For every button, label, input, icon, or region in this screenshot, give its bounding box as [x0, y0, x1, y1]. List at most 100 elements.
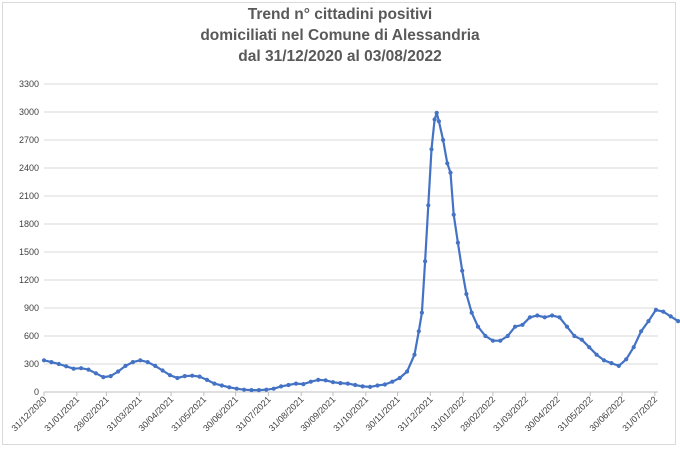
data-point: [616, 363, 621, 368]
data-point: [56, 361, 61, 367]
data-point: [160, 368, 165, 373]
data-point: [676, 319, 680, 324]
data-point: [609, 361, 614, 366]
data-point: [434, 110, 439, 115]
data-point: [594, 352, 599, 357]
y-tick-label: 600: [24, 331, 39, 341]
x-tick-label: 31/07/2022: [620, 394, 659, 433]
data-point: [513, 324, 518, 329]
data-point: [397, 375, 402, 381]
chart-title-line-2: domiciliati nel Comune di Alessandria: [200, 27, 480, 44]
data-point: [475, 324, 481, 329]
data-point: [123, 363, 128, 368]
data-point: [212, 381, 217, 386]
y-tick-label: 1500: [19, 247, 39, 257]
data-point: [138, 358, 143, 363]
data-point: [167, 373, 173, 378]
data-point: [271, 386, 276, 391]
data-point: [490, 338, 495, 343]
data-point: [242, 387, 247, 392]
y-tick-label: 2100: [19, 191, 39, 201]
data-point: [182, 374, 187, 379]
data-point: [316, 377, 321, 382]
data-point: [587, 345, 592, 350]
data-point: [93, 371, 98, 376]
data-point: [64, 364, 69, 369]
y-tick-label: 900: [24, 303, 39, 313]
data-point: [153, 363, 158, 368]
data-point: [175, 375, 180, 381]
data-point: [390, 379, 395, 384]
data-point: [469, 310, 474, 315]
data-point: [360, 384, 365, 389]
data-point: [520, 322, 525, 327]
data-point: [455, 240, 460, 245]
y-tick-label: 3000: [19, 107, 39, 117]
x-tick-labels: 31/12/202031/01/202128/02/202131/03/2021…: [9, 394, 659, 433]
data-point: [601, 358, 607, 363]
data-point: [101, 375, 106, 380]
data-point: [256, 388, 261, 393]
data-point: [108, 374, 113, 379]
data-point: [368, 384, 373, 389]
data-point: [426, 203, 431, 208]
data-point: [505, 333, 510, 339]
data-point: [451, 212, 456, 217]
series-layer: [41, 110, 680, 393]
data-point: [631, 345, 636, 350]
data-point: [204, 377, 210, 382]
data-point: [234, 386, 239, 391]
data-point: [445, 161, 450, 166]
data-point: [564, 324, 570, 329]
data-point: [464, 291, 469, 297]
data-point: [572, 333, 577, 339]
data-point: [405, 369, 410, 374]
data-point: [668, 314, 673, 319]
y-tick-label: 2700: [19, 135, 39, 145]
data-point: [345, 381, 350, 386]
data-point: [646, 319, 651, 324]
data-point: [483, 333, 488, 339]
data-point: [279, 384, 284, 389]
data-point: [79, 366, 84, 371]
data-point: [412, 352, 417, 357]
data-point: [550, 313, 555, 318]
y-tick-label: 1800: [19, 219, 39, 229]
data-point: [86, 367, 91, 372]
chart-title-line-1: Trend n° cittadini positivi: [247, 6, 433, 23]
data-point: [624, 357, 629, 362]
axes: [43, 391, 658, 396]
data-point: [535, 313, 540, 318]
data-point: [432, 117, 437, 122]
y-tick-label: 3300: [19, 79, 39, 89]
y-tick-label: 1200: [19, 275, 39, 285]
data-point: [249, 388, 254, 393]
y-tick-labels: 0 300 600 900 1200 1500 1800 2100 2400 2700 3000 33…: [19, 79, 39, 397]
data-point: [382, 382, 387, 387]
data-point: [448, 170, 453, 175]
data-point: [661, 309, 666, 314]
data-point: [416, 329, 421, 334]
data-point: [219, 383, 224, 388]
data-point: [190, 373, 195, 378]
data-point: [436, 119, 441, 124]
data-point: [639, 329, 644, 334]
data-point: [653, 307, 659, 312]
data-point: [293, 381, 299, 386]
data-point: [419, 310, 424, 315]
data-point: [130, 360, 135, 365]
y-tick-label: 300: [24, 359, 39, 369]
data-point: [579, 337, 584, 342]
data-point: [375, 383, 380, 388]
y-tick-label: 0: [34, 387, 39, 397]
data-point: [330, 380, 336, 385]
data-point: [41, 358, 47, 363]
data-point: [323, 378, 328, 383]
data-point: [460, 268, 465, 273]
y-tick-label: 2400: [19, 163, 39, 173]
data-point: [145, 360, 150, 365]
data-point: [423, 259, 428, 264]
data-point: [527, 315, 533, 320]
data-point: [286, 382, 291, 388]
